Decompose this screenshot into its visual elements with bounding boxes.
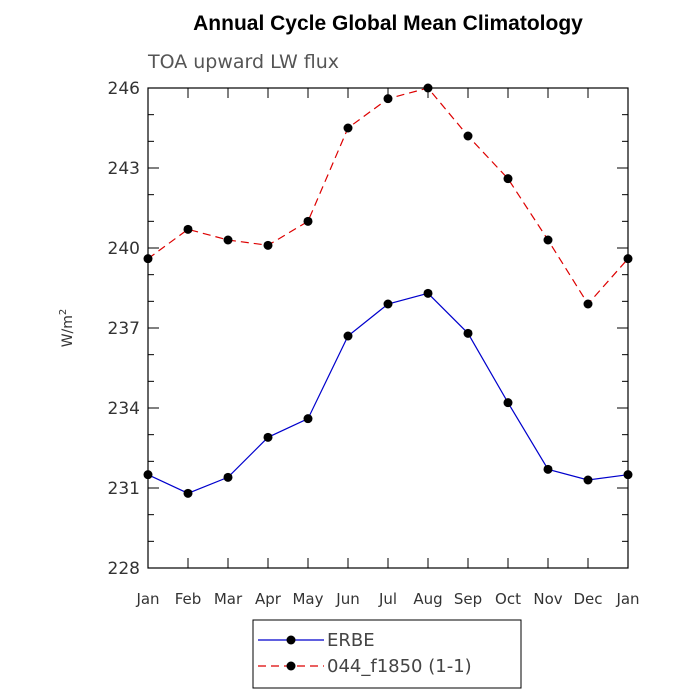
- y-tick-label: 234: [108, 399, 140, 419]
- plot-frame: [147, 87, 629, 569]
- plot-area: [147, 87, 629, 569]
- x-tick-label: Oct: [495, 590, 521, 608]
- data-point-044-f1850-1-1: [223, 235, 233, 245]
- series-line-erbe: [147, 292, 629, 494]
- data-point-044-f1850-1-1: [503, 174, 513, 184]
- series-line-044-f1850-1-1: [147, 87, 629, 305]
- data-point-erbe: [223, 472, 233, 482]
- x-tick-label: Dec: [573, 590, 602, 608]
- legend: ERBE 044_f1850 (1-1): [252, 619, 522, 689]
- data-point-044-f1850-1-1: [423, 83, 433, 93]
- data-point-erbe: [583, 475, 593, 485]
- data-point-erbe: [423, 288, 433, 298]
- y-tick-label: 243: [108, 159, 140, 179]
- data-point-044-f1850-1-1: [463, 131, 473, 141]
- x-tick-label: Nov: [533, 590, 562, 608]
- data-point-erbe: [463, 328, 473, 338]
- x-tick-label: Sep: [454, 590, 482, 608]
- x-tick-label: May: [292, 590, 323, 608]
- legend-label-044-f1850: 044_f1850 (1-1): [327, 656, 472, 677]
- x-axis: Jan Feb Mar Apr May Jun Jul Aug Sep Oct Nov Dec Jan: [135, 88, 640, 608]
- data-point-044-f1850-1-1: [263, 240, 273, 250]
- data-point-044-f1850-1-1: [183, 224, 193, 234]
- x-tick-label: Jun: [335, 590, 359, 608]
- legend-box: [252, 619, 522, 689]
- data-point-044-f1850-1-1: [143, 254, 153, 264]
- y-tick-label: 240: [108, 239, 140, 259]
- chart-title: Annual Cycle Global Mean Climatology: [193, 12, 583, 35]
- y-tick-label: 246: [108, 79, 140, 99]
- data-point-erbe: [623, 470, 633, 480]
- data-point-erbe: [263, 432, 273, 442]
- x-tick-label: Jan: [615, 590, 639, 608]
- y-tick-label: 228: [108, 559, 140, 579]
- y-axis-label: W/m2: [58, 309, 76, 348]
- x-tick-label: Mar: [214, 590, 243, 608]
- legend-marker-erbe: [286, 635, 296, 645]
- data-point-erbe: [303, 414, 313, 424]
- data-point-erbe: [383, 299, 393, 309]
- legend-label-erbe: ERBE: [327, 630, 375, 651]
- data-point-044-f1850-1-1: [543, 235, 553, 245]
- series-layer: [143, 83, 633, 498]
- data-point-erbe: [143, 470, 153, 480]
- x-tick-label: Feb: [175, 590, 202, 608]
- chart-subtitle: TOA upward LW flux: [147, 51, 339, 73]
- data-point-044-f1850-1-1: [583, 299, 593, 309]
- data-point-044-f1850-1-1: [343, 123, 353, 133]
- data-point-erbe: [543, 464, 553, 474]
- x-tick-label: Apr: [255, 590, 282, 608]
- y-axis-label-unit: W/m: [60, 315, 76, 347]
- legend-marker-044-f1850: [286, 661, 296, 671]
- x-tick-label: Jan: [135, 590, 159, 608]
- data-point-044-f1850-1-1: [383, 94, 393, 104]
- data-point-044-f1850-1-1: [303, 216, 313, 226]
- data-point-044-f1850-1-1: [623, 254, 633, 264]
- y-tick-label: 231: [108, 479, 140, 499]
- data-point-erbe: [343, 331, 353, 341]
- y-axis-label-superscript: 2: [58, 309, 69, 315]
- y-tick-label: 237: [108, 319, 140, 339]
- x-tick-label: Jul: [378, 590, 397, 608]
- data-point-erbe: [503, 398, 513, 408]
- x-tick-label: Aug: [413, 590, 442, 608]
- data-point-erbe: [183, 488, 193, 498]
- y-axis: 228 231 234 237 240 243 246: [108, 79, 628, 579]
